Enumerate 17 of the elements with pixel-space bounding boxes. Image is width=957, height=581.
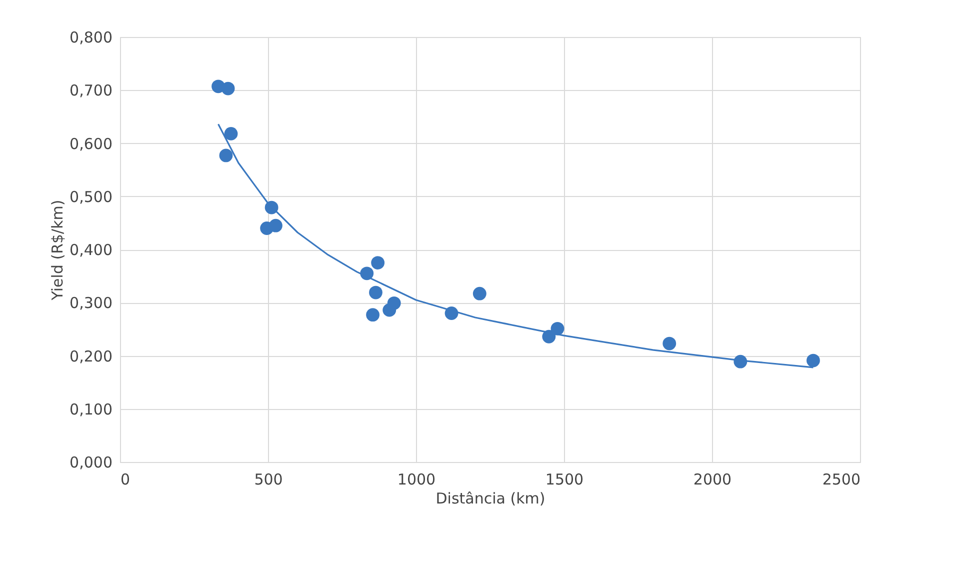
y-tick-label: 0,100 (70, 400, 112, 418)
y-tick-label: 0,300 (70, 294, 112, 312)
x-tick-label: 0 (120, 470, 130, 488)
y-tick-label: 0,600 (70, 134, 112, 153)
y-tick-label: 0,400 (70, 241, 112, 259)
y-tick-label: 0,700 (70, 82, 112, 100)
x-tick-label: 2500 (822, 470, 860, 488)
x-tick-label: 500 (254, 470, 283, 488)
y-tick-label: 0,200 (70, 347, 112, 366)
y-tick-label: 0,500 (70, 188, 112, 206)
y-axis-title: Yield (R$/km) (48, 200, 67, 302)
x-tick-label: 2000 (693, 470, 732, 488)
y-tick-label: 0,800 (70, 28, 112, 46)
x-tick-label: 1000 (397, 470, 436, 488)
x-axis-title: Distância (km) (436, 490, 546, 508)
y-tick-label: 0,000 (70, 454, 112, 472)
x-tick-label: 1500 (545, 470, 584, 488)
